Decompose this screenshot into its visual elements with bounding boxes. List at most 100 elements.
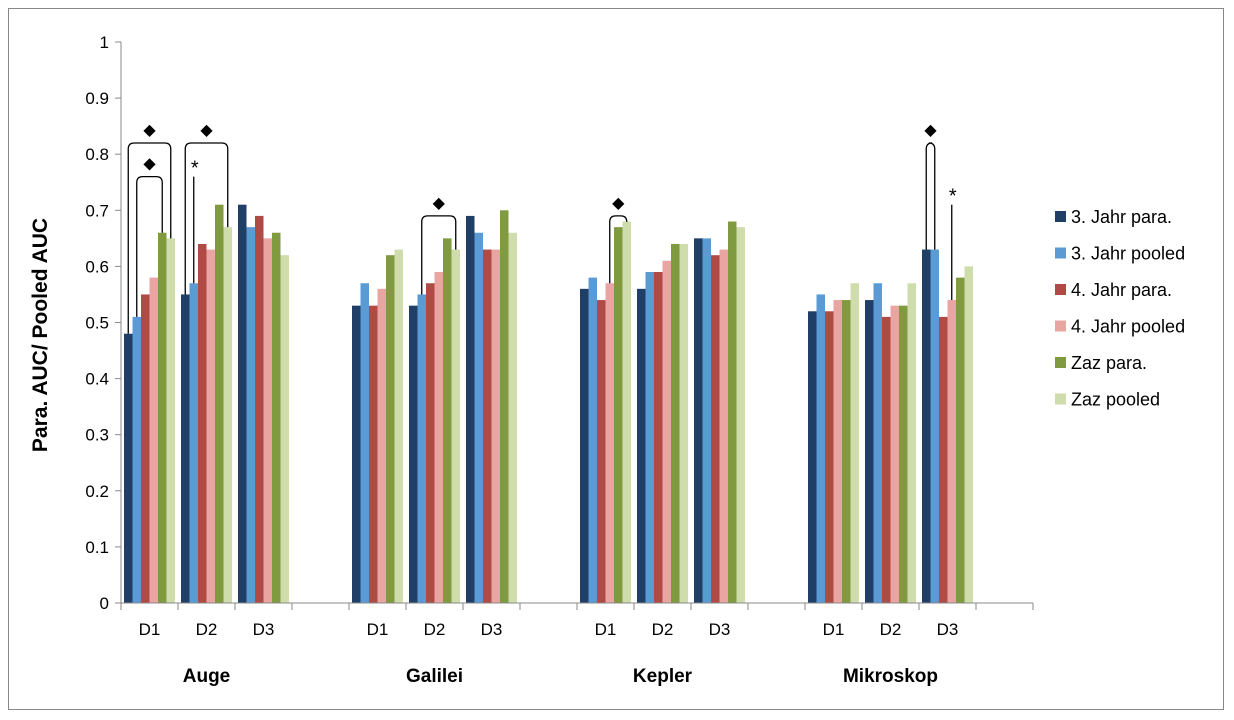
bar <box>947 300 956 603</box>
group-label: Mikroskop <box>843 666 938 687</box>
bar <box>622 221 631 603</box>
legend: 3. Jahr para. 3. Jahr pooled 4. Jahr para.… <box>1055 207 1185 410</box>
bar <box>890 305 899 603</box>
x-tick-label: D2 <box>880 620 902 639</box>
significance-bracket <box>925 142 936 250</box>
bar <box>588 277 597 603</box>
legend-swatch <box>1055 393 1066 405</box>
group-label: Kepler <box>633 666 693 687</box>
bar <box>394 249 403 603</box>
significance-annotations: ◆ ◆ ◆ ◆ ◆ ◆ * * <box>127 122 957 334</box>
bar <box>580 288 589 603</box>
bar <box>360 283 369 603</box>
bar <box>637 288 646 603</box>
bar <box>189 283 198 603</box>
bar <box>483 249 492 603</box>
diamond-marker: ◆ <box>924 122 937 139</box>
y-tick-label: 0.9 <box>85 89 109 108</box>
bar <box>816 294 825 603</box>
group-label: Galilei <box>406 666 463 687</box>
bar <box>149 277 158 603</box>
y-tick-label: 0.4 <box>85 370 109 389</box>
legend-swatch <box>1055 320 1066 332</box>
bar <box>181 294 190 603</box>
x-tick-label: D1 <box>595 620 617 639</box>
bar <box>206 249 215 603</box>
bar <box>132 316 141 603</box>
bar <box>702 238 711 603</box>
bar <box>434 272 443 603</box>
bar <box>850 283 859 603</box>
x-tick-label: D2 <box>196 620 218 639</box>
significance-bracket <box>184 142 229 295</box>
diamond-marker: ◆ <box>143 156 156 173</box>
y-tick-label: 0.7 <box>85 201 109 220</box>
legend-swatch <box>1055 284 1066 295</box>
bar <box>426 283 435 603</box>
bar <box>825 311 834 603</box>
legend-swatch <box>1055 211 1066 222</box>
bar <box>922 249 931 603</box>
chart-frame: 0 0.1 0.2 0.3 0.4 0.5 0.6 0.7 0.8 0.9 1 D1 D2 D3 Auge… <box>8 8 1224 710</box>
y-axis-label: Para. AUC/ Pooled AUC <box>29 218 52 452</box>
diamond-marker: ◆ <box>433 195 446 212</box>
bar <box>377 288 386 603</box>
significance-bracket <box>609 215 628 284</box>
bar <box>736 227 745 603</box>
bar <box>215 204 224 603</box>
bar <box>263 238 272 603</box>
x-tick-label: D2 <box>652 620 674 639</box>
bar <box>930 249 939 603</box>
bar <box>443 238 452 603</box>
y-tick-label: 0.5 <box>85 314 109 333</box>
diamond-marker: ◆ <box>143 122 156 139</box>
bar <box>808 311 817 603</box>
legend-label: 4. Jahr para. <box>1071 280 1172 300</box>
bars <box>124 204 973 604</box>
bar <box>491 249 500 603</box>
bar <box>711 255 720 603</box>
star-marker: * <box>949 186 957 208</box>
bar <box>238 204 247 603</box>
bar <box>956 277 965 603</box>
x-tick-label: D3 <box>253 620 275 639</box>
diamond-marker: ◆ <box>200 122 213 139</box>
x-tick-label: D3 <box>709 620 731 639</box>
bar <box>223 227 232 603</box>
legend-swatch <box>1055 357 1066 368</box>
group-label: Auge <box>183 666 231 687</box>
bar <box>882 316 891 603</box>
bar <box>597 300 606 603</box>
bar <box>679 243 688 603</box>
bar <box>508 232 517 604</box>
x-tick-label: D3 <box>937 620 959 639</box>
significance-bracket <box>421 215 457 295</box>
bar <box>409 305 418 603</box>
star-marker: * <box>191 158 199 180</box>
x-tick-label: D1 <box>139 620 161 639</box>
y-axis: 0 0.1 0.2 0.3 0.4 0.5 0.6 0.7 0.8 0.9 1 <box>85 33 122 613</box>
bar <box>474 232 483 604</box>
significance-bracket <box>127 142 172 334</box>
bar <box>198 243 207 603</box>
significance-bracket <box>136 175 163 317</box>
bar <box>246 227 255 603</box>
y-tick-label: 1 <box>100 33 109 52</box>
legend-label: 3. Jahr pooled <box>1071 244 1185 264</box>
legend-label: 3. Jahr para. <box>1071 207 1172 227</box>
x-tick-label: D1 <box>823 620 845 639</box>
legend-label: Zaz para. <box>1071 353 1147 373</box>
bar <box>158 232 167 604</box>
bar <box>899 305 908 603</box>
bar <box>964 266 973 603</box>
bar <box>141 294 150 603</box>
x-tick-label: D3 <box>481 620 503 639</box>
bar <box>842 300 851 603</box>
bar <box>614 227 623 603</box>
bar <box>255 215 264 603</box>
bar <box>907 283 916 603</box>
bar <box>865 300 874 603</box>
legend-label: 4. Jahr pooled <box>1071 317 1185 337</box>
y-tick-label: 0.1 <box>85 538 109 557</box>
bar <box>662 260 671 603</box>
